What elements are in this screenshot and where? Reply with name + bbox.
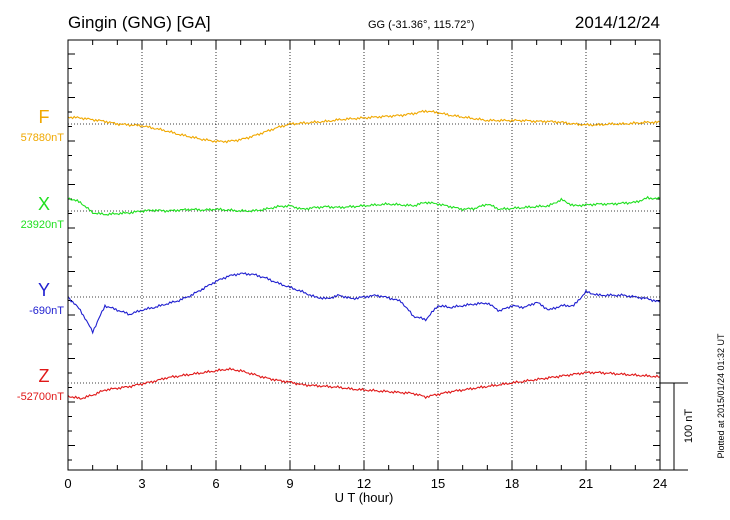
plot-frame [67,39,661,471]
station-title: Gingin (GNG) [GA] [68,13,211,32]
x-axis-label: U T (hour) [335,490,394,505]
series-line-y [67,272,661,335]
series-baseline-f: 57880nT [21,132,65,144]
grid-lines [68,40,660,470]
chart-date: 2014/12/24 [575,13,660,32]
scale-bar-label: 100 nT [683,409,695,444]
series-baseline-x: 23920nT [21,219,65,231]
x-tick-label: 18 [505,476,519,491]
series-name-f: F [39,107,50,127]
series-baseline-y: -690nT [29,305,64,317]
station-coordinates: GG (-31.36°, 115.72°) [368,19,474,31]
series-lines [67,109,661,400]
x-tick-label: 3 [138,476,145,491]
series-name-y: Y [38,280,50,300]
x-tick-label: 0 [64,476,71,491]
x-tick-label: 9 [286,476,293,491]
x-tick-label: 15 [431,476,445,491]
series-name-x: X [38,194,50,214]
x-tick-labels: 0 3 6 9 12 15 18 21 24 [64,476,667,491]
x-tick-label: 6 [212,476,219,491]
scale-bar [660,382,688,471]
x-tick-label: 12 [357,476,371,491]
axis-ticks [67,40,661,470]
x-tick-label: 21 [579,476,593,491]
series-line-f [67,109,661,144]
series-labels: F 57880nT X 23920nT Y -690nT Z -52700nT [17,107,64,403]
series-line-x [67,195,661,216]
x-tick-label: 24 [653,476,667,491]
plotted-timestamp: Plotted at 2015/01/24 01:32 UT [716,333,726,459]
series-name-z: Z [39,366,50,386]
series-baseline-z: -52700nT [17,391,64,403]
series-line-z [67,367,661,400]
